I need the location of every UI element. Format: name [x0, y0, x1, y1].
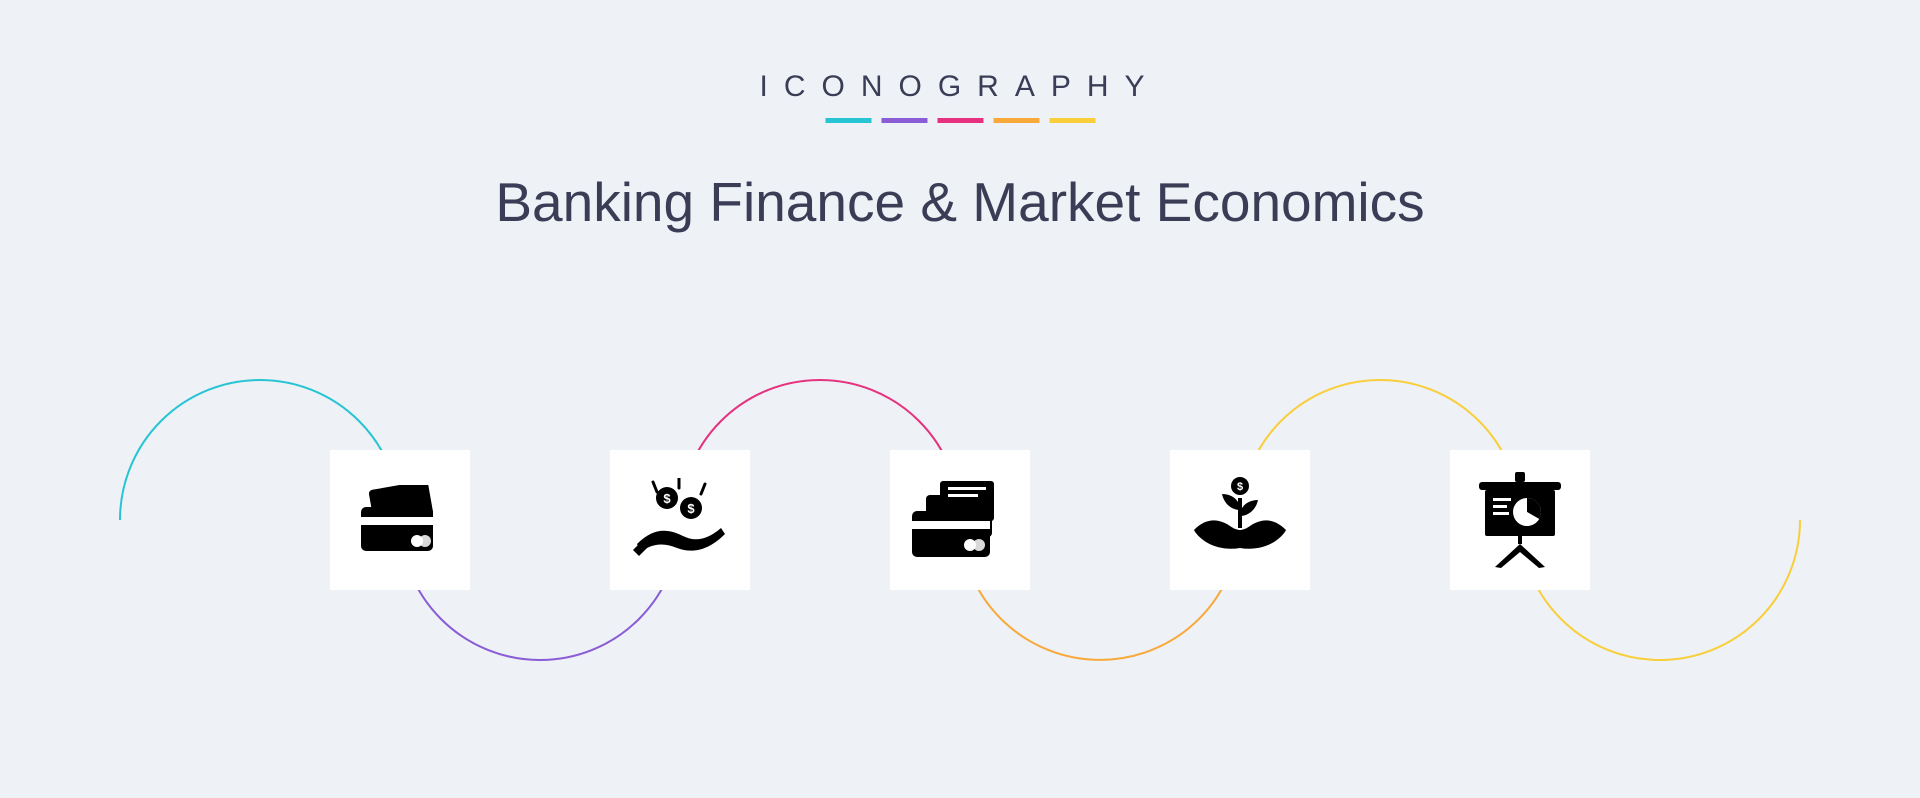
presentation-chart-icon [1475, 472, 1565, 568]
hand-coins-tile: $ $ [610, 450, 750, 590]
svg-text:$: $ [1237, 481, 1243, 493]
cards-with-receipt-icon [912, 481, 1008, 559]
svg-text:$: $ [687, 501, 695, 516]
artboard: ICONOGRAPHY Banking Finance & Market Eco… [0, 0, 1920, 798]
svg-text:$: $ [663, 491, 671, 506]
icon-row: $ $ [0, 0, 1920, 798]
credit-card-stack-tile [330, 450, 470, 590]
hands-growth-icon: $ [1192, 476, 1288, 564]
hands-growth-tile: $ [1170, 450, 1310, 590]
cards-with-receipt-tile [890, 450, 1030, 590]
presentation-chart-tile [1450, 450, 1590, 590]
credit-card-stack-icon [355, 485, 445, 555]
hand-coins-icon: $ $ [633, 478, 727, 562]
